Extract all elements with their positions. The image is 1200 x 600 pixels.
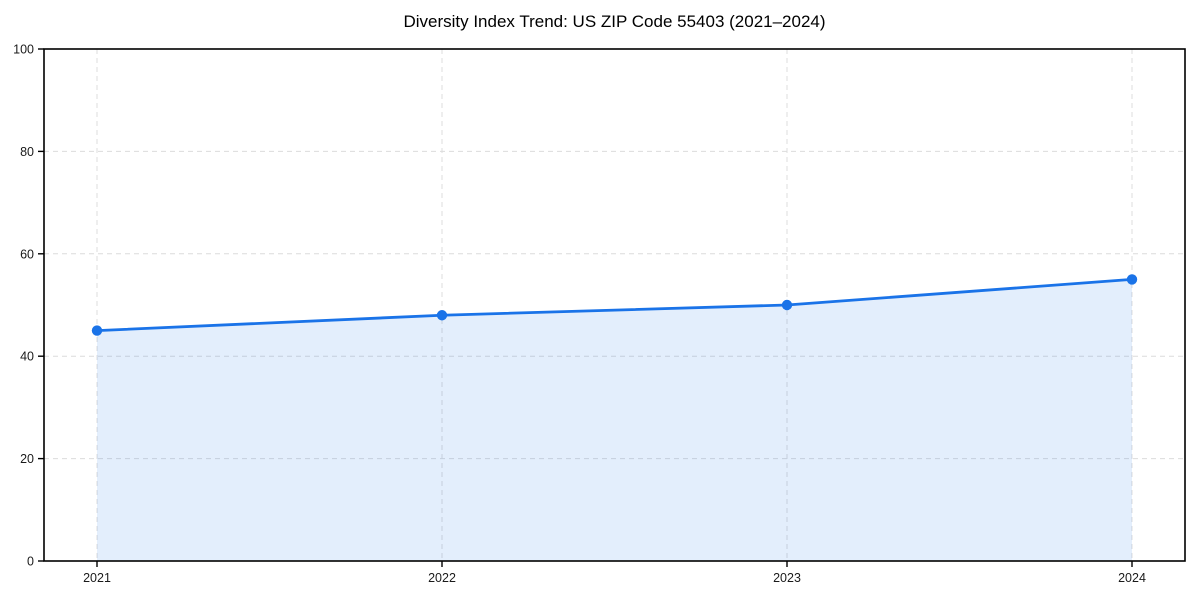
chart-title: Diversity Index Trend: US ZIP Code 55403…	[403, 12, 826, 31]
area-fill	[97, 279, 1132, 561]
y-tick-label: 0	[27, 555, 34, 569]
trend-line	[95, 278, 1134, 332]
x-tick-label: 2024	[1118, 571, 1146, 585]
y-tick-label: 60	[20, 247, 34, 261]
data-point-marker	[1126, 274, 1138, 285]
data-point-marker	[781, 299, 793, 311]
plot-border	[43, 48, 1186, 562]
y-tick-label: 20	[20, 452, 34, 466]
x-tick-label: 2021	[83, 571, 111, 585]
y-tick-label: 100	[13, 43, 34, 57]
data-point-marker	[91, 325, 103, 336]
y-tick-label: 40	[20, 350, 34, 364]
data-point-marker	[436, 310, 448, 321]
y-tick-label: 80	[20, 145, 34, 159]
x-tick-label: 2022	[428, 571, 456, 585]
x-tick-label: 2023	[773, 571, 801, 585]
